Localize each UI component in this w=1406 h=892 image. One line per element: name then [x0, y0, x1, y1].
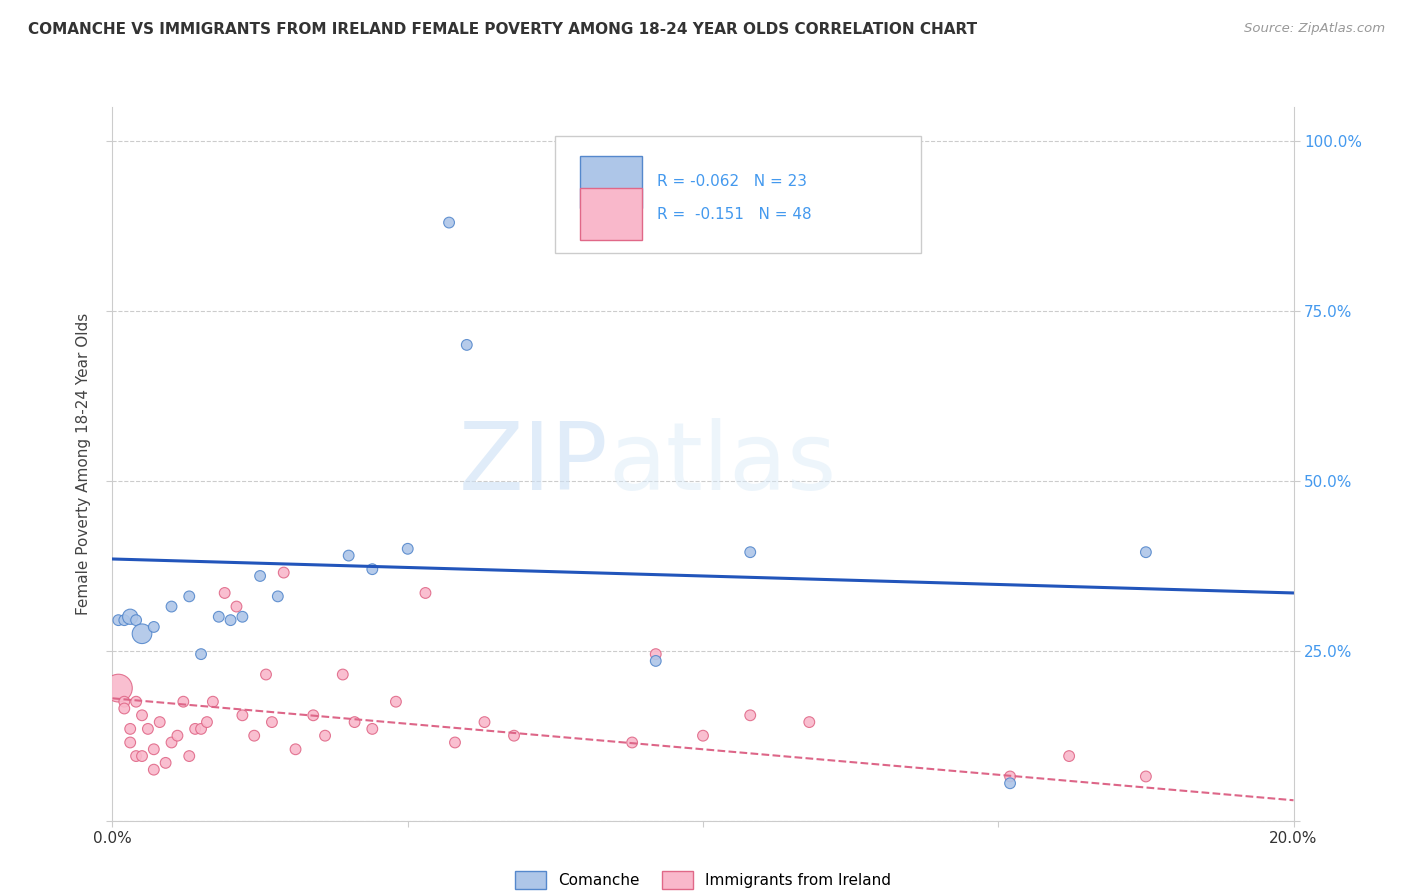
Legend: Comanche, Immigrants from Ireland: Comanche, Immigrants from Ireland: [509, 865, 897, 892]
Text: ZIP: ZIP: [458, 417, 609, 510]
Point: [343, 715, 366, 730]
Point: [107, 613, 129, 627]
Point: [131, 749, 153, 764]
Point: [120, 735, 142, 749]
Point: [208, 609, 231, 624]
Point: [214, 586, 236, 600]
FancyBboxPatch shape: [581, 187, 641, 241]
Point: [456, 338, 478, 352]
Point: [195, 715, 218, 730]
Point: [190, 722, 212, 736]
Point: [998, 776, 1021, 790]
Point: [260, 715, 283, 730]
Point: [361, 722, 384, 736]
Point: [503, 729, 526, 743]
Point: [396, 541, 419, 556]
Text: atlas: atlas: [609, 417, 837, 510]
Point: [160, 735, 183, 749]
Point: [249, 569, 271, 583]
Point: [131, 626, 153, 640]
FancyBboxPatch shape: [581, 155, 641, 209]
Point: [112, 613, 135, 627]
Text: COMANCHE VS IMMIGRANTS FROM IRELAND FEMALE POVERTY AMONG 18-24 YEAR OLDS CORRELA: COMANCHE VS IMMIGRANTS FROM IRELAND FEMA…: [28, 22, 977, 37]
Point: [125, 695, 148, 709]
Text: R =  -0.151   N = 48: R = -0.151 N = 48: [657, 207, 811, 221]
Point: [273, 566, 295, 580]
Point: [302, 708, 325, 723]
Point: [160, 599, 183, 614]
Point: [131, 708, 153, 723]
Point: [149, 715, 172, 730]
Point: [415, 586, 437, 600]
Point: [142, 742, 165, 756]
Point: [332, 667, 354, 681]
Y-axis label: Female Poverty Among 18-24 Year Olds: Female Poverty Among 18-24 Year Olds: [76, 313, 91, 615]
Point: [361, 562, 384, 576]
Point: [1135, 769, 1157, 783]
Point: [155, 756, 177, 770]
Point: [231, 609, 253, 624]
Point: [125, 749, 148, 764]
Point: [179, 590, 201, 604]
Point: [120, 609, 142, 624]
Point: [179, 749, 201, 764]
Point: [474, 715, 496, 730]
Point: [444, 735, 467, 749]
Text: R = -0.062   N = 23: R = -0.062 N = 23: [657, 175, 807, 189]
Point: [201, 695, 224, 709]
Point: [621, 735, 644, 749]
Point: [243, 729, 266, 743]
Point: [120, 722, 142, 736]
Point: [190, 647, 212, 661]
Point: [172, 695, 194, 709]
FancyBboxPatch shape: [555, 136, 921, 253]
Point: [112, 695, 135, 709]
Point: [644, 647, 666, 661]
Point: [284, 742, 307, 756]
Point: [166, 729, 188, 743]
Point: [692, 729, 714, 743]
Point: [184, 722, 207, 736]
Point: [998, 769, 1021, 783]
Point: [314, 729, 336, 743]
Point: [125, 613, 148, 627]
Point: [337, 549, 360, 563]
Point: [1057, 749, 1080, 764]
Point: [740, 545, 762, 559]
Point: [142, 620, 165, 634]
Point: [254, 667, 277, 681]
Point: [385, 695, 408, 709]
Point: [437, 216, 460, 230]
Point: [267, 590, 290, 604]
Text: Source: ZipAtlas.com: Source: ZipAtlas.com: [1244, 22, 1385, 36]
Point: [107, 681, 129, 695]
Point: [644, 654, 666, 668]
Point: [142, 763, 165, 777]
Point: [219, 613, 242, 627]
Point: [112, 701, 135, 715]
Point: [799, 715, 821, 730]
Point: [1135, 545, 1157, 559]
Point: [225, 599, 247, 614]
Point: [136, 722, 159, 736]
Point: [231, 708, 253, 723]
Point: [740, 708, 762, 723]
